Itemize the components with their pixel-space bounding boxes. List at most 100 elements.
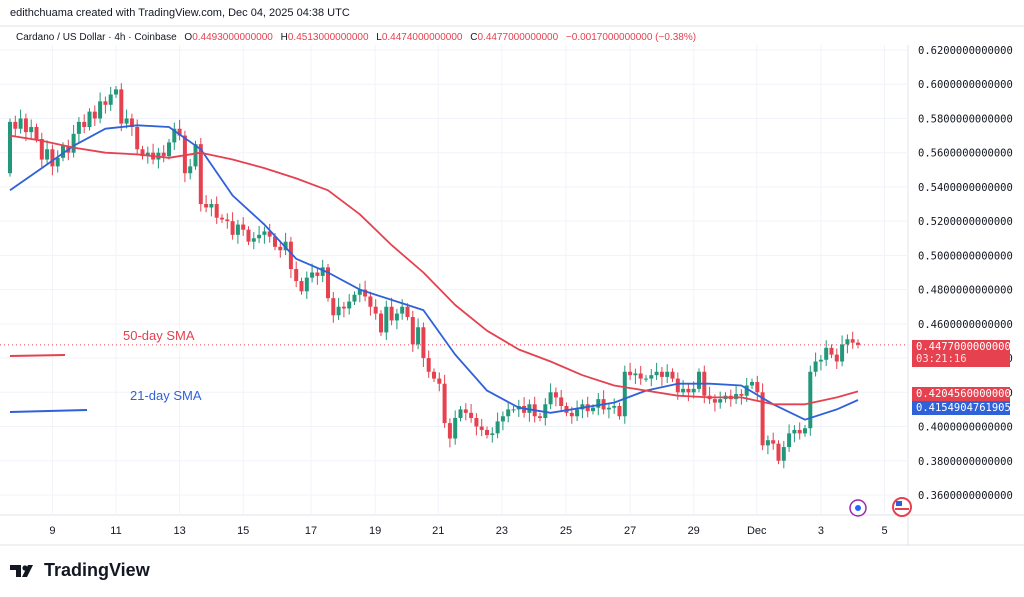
candle: [575, 400, 580, 422]
candle: [341, 301, 346, 318]
x-tick-label: 3: [818, 525, 824, 537]
tradingview-logo-icon: [10, 564, 33, 577]
candle-body: [389, 306, 394, 321]
candle: [209, 199, 214, 217]
candle: [379, 310, 383, 336]
candle: [437, 372, 442, 392]
symbol-label[interactable]: Cardano / US Dollar · 4h · Coinbase: [16, 32, 177, 43]
candle-body: [765, 440, 770, 446]
candle: [644, 375, 648, 383]
high-label: H: [280, 32, 288, 43]
candle-body: [750, 382, 754, 386]
candle: [686, 384, 691, 402]
candle: [352, 291, 357, 306]
candle: [156, 147, 161, 169]
candle: [490, 427, 495, 443]
bar-countdown: 03:21:16: [916, 353, 967, 365]
candle: [633, 368, 638, 385]
us-flag-icon: [892, 497, 912, 517]
candle-body: [856, 342, 860, 345]
sma21-tag: 0.4154904761905: [912, 401, 1011, 415]
candle: [442, 374, 447, 428]
candle: [771, 432, 776, 450]
candle: [681, 379, 686, 398]
candle-body: [103, 101, 108, 105]
candle-body: [299, 281, 304, 292]
candle: [384, 300, 389, 340]
candle: [617, 402, 622, 420]
candle-body: [808, 371, 813, 429]
candle: [230, 212, 235, 240]
y-tick-label: 0.5400000000000: [918, 182, 1013, 194]
candle-body: [347, 301, 352, 309]
candle: [225, 213, 230, 229]
candle: [797, 422, 802, 440]
candle: [697, 368, 701, 393]
candle-body: [55, 157, 60, 167]
candle-body: [739, 394, 744, 396]
candle: [29, 119, 34, 139]
x-tick-label: 11: [110, 525, 121, 537]
y-tick-label: 0.3800000000000: [918, 456, 1013, 468]
candle-body: [633, 373, 638, 376]
candle: [55, 150, 60, 173]
candle-body: [92, 111, 97, 119]
candle: [23, 113, 28, 142]
candle-body: [193, 144, 198, 167]
candle-body: [373, 306, 378, 314]
candle-body: [241, 224, 246, 230]
high-value: 0.4513000000000: [287, 32, 369, 43]
candle-body: [500, 416, 505, 422]
candle: [479, 418, 484, 437]
y-tick-label: 0.4000000000000: [918, 422, 1013, 434]
candle: [776, 440, 781, 465]
x-tick-label: 21: [432, 525, 444, 537]
candle: [151, 143, 156, 165]
candle-body: [681, 388, 686, 393]
candle: [326, 263, 330, 302]
x-tick-label: Dec: [747, 525, 767, 537]
candle-body: [490, 433, 495, 436]
candle-body: [447, 423, 452, 439]
candle: [246, 226, 251, 246]
candle: [665, 364, 670, 384]
candle: [750, 378, 754, 389]
tradingview-logo[interactable]: TradingView: [10, 560, 150, 581]
y-tick-label: 0.5600000000000: [918, 148, 1013, 160]
candle-body: [575, 409, 580, 417]
candle-body: [341, 306, 346, 309]
candle: [813, 352, 818, 377]
candle-body: [771, 440, 776, 444]
candle: [357, 283, 362, 303]
candle: [103, 96, 108, 114]
candle-body: [167, 142, 171, 157]
candle-body: [829, 347, 834, 355]
candle: [214, 196, 219, 224]
candle: [522, 397, 527, 418]
candle: [161, 145, 166, 163]
candle-body: [559, 397, 564, 406]
candle: [606, 402, 611, 419]
candle: [39, 132, 44, 168]
candle-body: [538, 416, 542, 418]
candle-body: [781, 447, 786, 461]
candle: [840, 335, 845, 367]
candle-body: [612, 405, 617, 408]
candle-body: [310, 272, 315, 278]
candle-body: [824, 347, 829, 360]
candle: [553, 387, 558, 407]
candle: [829, 344, 834, 359]
candle: [670, 368, 675, 383]
y-tick-label: 0.3600000000000: [918, 490, 1013, 502]
sma50-tag: 0.4204560000000: [912, 387, 1011, 401]
candle-body: [76, 121, 81, 134]
sma50-annotation: 50-day SMA: [123, 328, 195, 343]
candle-body: [463, 409, 468, 413]
flag-ring: [892, 497, 912, 517]
candle-body: [225, 219, 230, 222]
candle-body: [13, 121, 18, 129]
candle-body: [98, 101, 103, 119]
candle: [310, 263, 315, 283]
candle-body: [638, 373, 643, 379]
